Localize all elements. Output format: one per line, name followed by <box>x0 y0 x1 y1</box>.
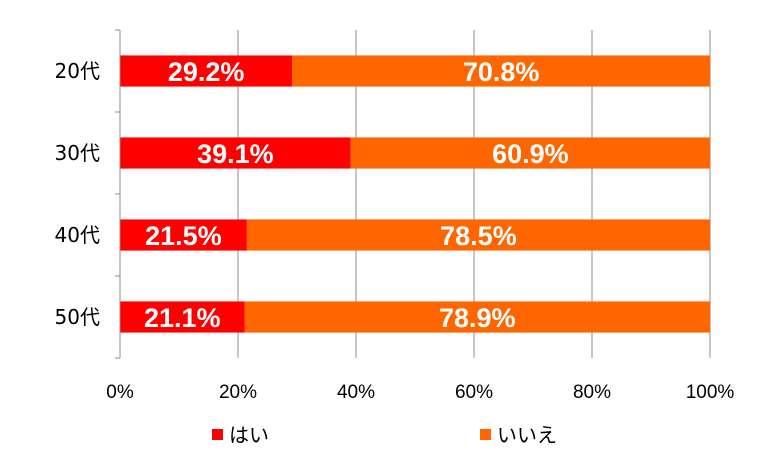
category-label: 40代 <box>55 223 100 247</box>
data-label: 21.5% <box>145 221 222 251</box>
x-tick-label: 20% <box>219 382 257 403</box>
bar-segment <box>292 55 710 87</box>
x-tick-label: 80% <box>573 382 611 403</box>
category-label: 50代 <box>55 305 100 329</box>
bar-segment <box>246 219 710 251</box>
data-label: 21.1% <box>144 303 221 333</box>
bar-segment <box>120 301 245 333</box>
bar-segment <box>244 301 711 333</box>
category-label: 20代 <box>55 59 100 83</box>
bar-segment <box>120 137 351 169</box>
data-label: 60.9% <box>492 139 569 169</box>
legend-swatch <box>212 429 223 440</box>
bar-segment <box>350 137 710 169</box>
bar-segment <box>120 55 293 87</box>
bars: 29.2% 70.8% 39.1% 60.9% 21.5% 78.5% 21.1% 78.9% <box>120 55 711 333</box>
x-tick-label: 60% <box>455 382 493 403</box>
bar-segment <box>120 219 247 251</box>
legend: はい いいえ <box>212 423 557 447</box>
data-label: 29.2% <box>168 57 245 87</box>
legend-label: いいえ <box>497 423 557 447</box>
x-tick-label: 40% <box>337 382 375 403</box>
axes: 0% 20% 40% 60% 80% 100% 20代 30代 40代 50代 <box>55 29 735 403</box>
legend-label: はい <box>229 423 269 447</box>
x-tick-label: 0% <box>106 382 134 403</box>
data-label: 39.1% <box>197 139 274 169</box>
data-label: 78.9% <box>439 303 516 333</box>
data-label: 78.5% <box>440 221 517 251</box>
x-tick-label: 100% <box>686 382 735 403</box>
data-label: 70.8% <box>463 57 540 87</box>
legend-swatch <box>480 429 491 440</box>
category-label: 30代 <box>55 141 100 165</box>
